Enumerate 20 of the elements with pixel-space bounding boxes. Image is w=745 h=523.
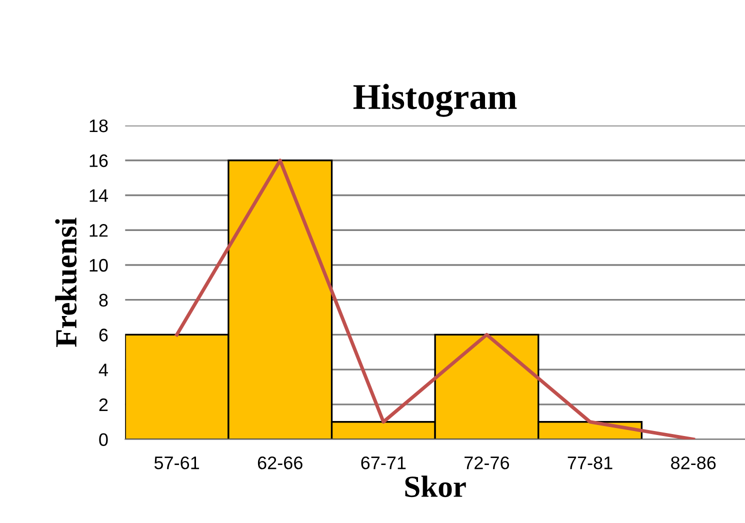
x-tick-label: 67-71 (361, 456, 406, 470)
y-tick-label: 14 (90, 189, 108, 202)
y-tick-label: 0 (99, 433, 108, 446)
y-axis-title: Frekuensi (55, 218, 77, 347)
x-tick-label: 77-81 (568, 456, 612, 470)
x-tick-label: 62-66 (258, 456, 302, 470)
chart-title: Histogram (353, 84, 517, 117)
y-tick-label: 16 (90, 154, 108, 168)
y-tick-label: 12 (90, 224, 108, 237)
y-tick-label: 4 (98, 364, 108, 376)
y-tick-label: 10 (90, 258, 108, 272)
x-tick-label: 57-61 (154, 456, 200, 470)
y-tick-label: 6 (99, 328, 108, 342)
line-series (175, 158, 696, 440)
x-tick-label: 72-76 (464, 456, 510, 470)
y-tick-label: 8 (99, 294, 108, 307)
x-tick-label: 82-86 (671, 456, 716, 470)
x-axis-title: Skor (405, 476, 466, 498)
y-tick-label: 18 (90, 119, 108, 132)
y-tick-label: 2 (99, 398, 108, 411)
